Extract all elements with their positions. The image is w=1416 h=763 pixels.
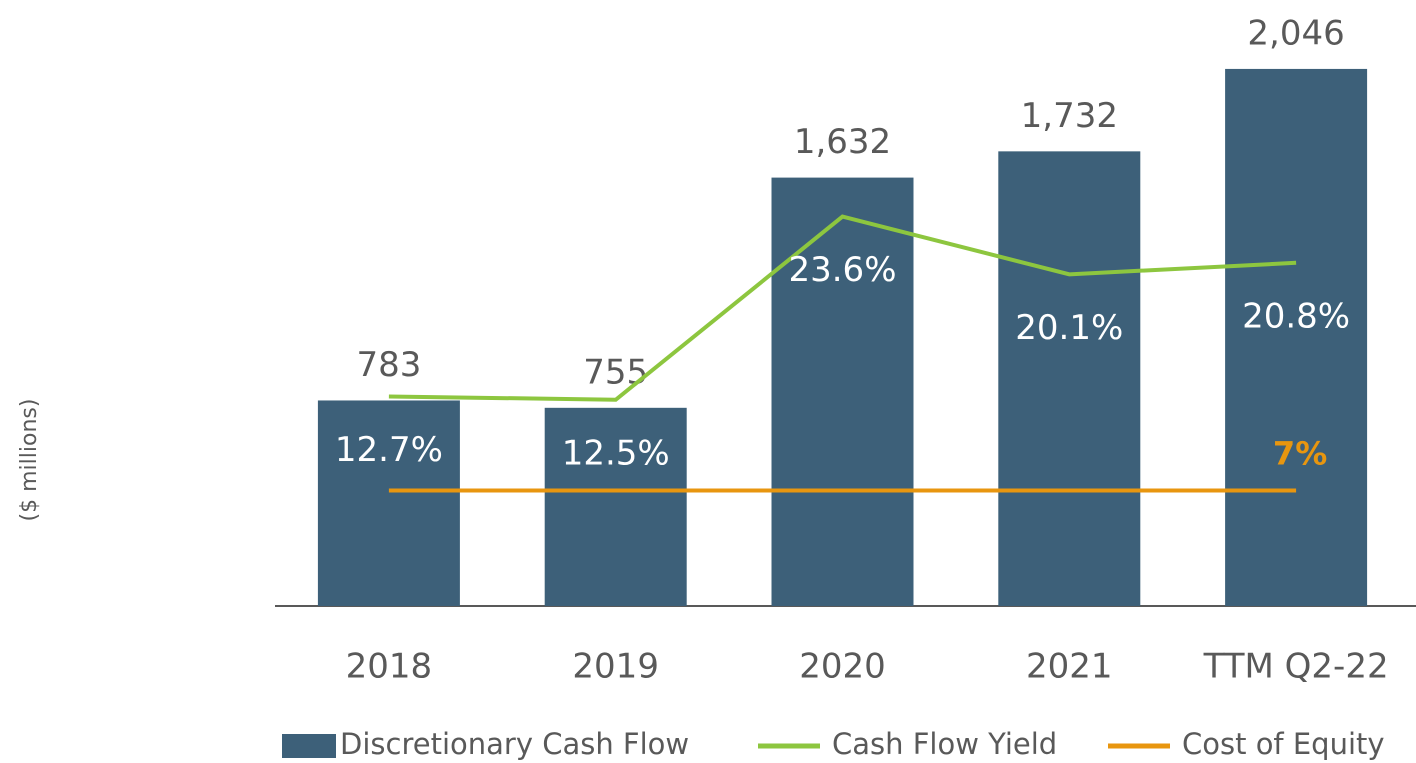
x-tick-label: 2021: [1026, 647, 1113, 687]
x-tick-label: TTM Q2-22: [1203, 647, 1389, 687]
bar: [544, 407, 687, 606]
bar: [771, 177, 914, 606]
bar-value-label: 755: [583, 352, 648, 392]
legend-label: Cost of Equity: [1182, 727, 1385, 761]
bar-value-label: 2,046: [1247, 13, 1344, 53]
x-tick-label: 2018: [346, 647, 433, 687]
bar-value-label: 783: [356, 345, 421, 385]
line-value-label: 12.7%: [335, 430, 443, 470]
bar-value-label: 1,732: [1021, 96, 1118, 136]
line-value-label: 20.8%: [1242, 296, 1350, 336]
line-value-label: 23.6%: [788, 250, 896, 290]
bar-value-label: 1,632: [794, 122, 891, 162]
line-value-label: 7%: [1273, 435, 1327, 473]
x-tick-label: 2019: [572, 647, 659, 687]
line: [388, 214, 1297, 402]
legend-label: Discretionary Cash Flow: [340, 727, 689, 761]
bar: [317, 400, 460, 606]
line-value-label: 20.1%: [1015, 308, 1123, 348]
legend-swatch: [282, 734, 336, 758]
bar: [1225, 68, 1368, 607]
y-axis-label: ($ millions): [17, 399, 42, 522]
legend-label: Cash Flow Yield: [832, 727, 1057, 761]
bar: [998, 151, 1141, 606]
line-value-label: 12.5%: [562, 433, 670, 473]
x-tick-label: 2020: [799, 647, 886, 687]
